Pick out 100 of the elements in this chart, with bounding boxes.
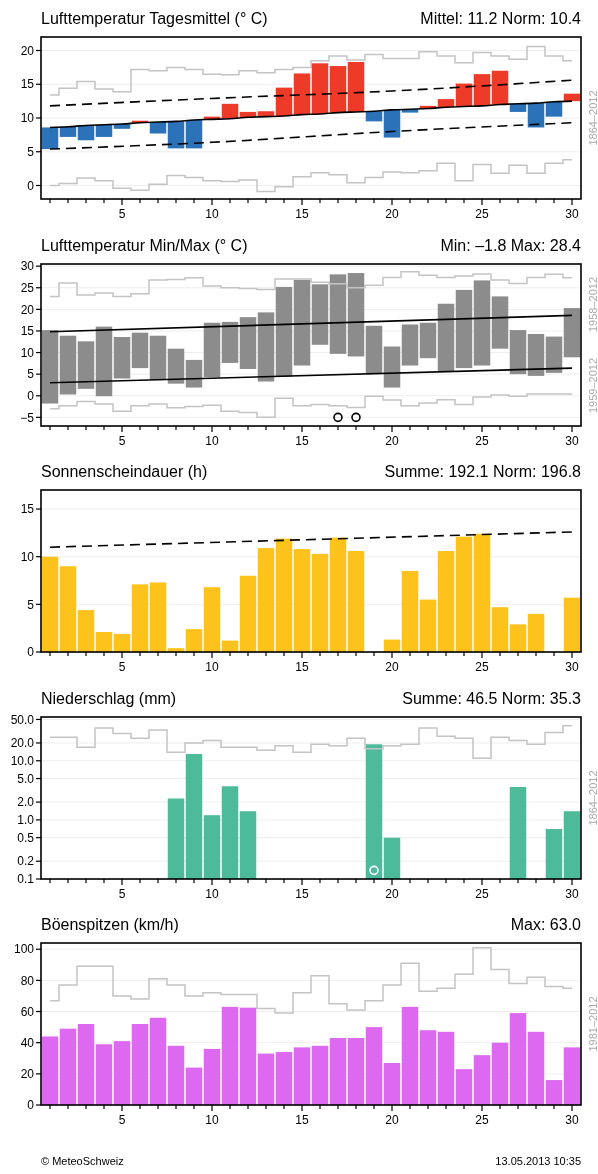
bar: [527, 613, 545, 652]
x-tick-label: 15: [295, 434, 309, 448]
bar: [221, 321, 239, 363]
bar: [437, 550, 455, 652]
bar: [329, 274, 347, 354]
chart-title: Niederschlag (mm): [41, 690, 177, 707]
x-tick-label: 30: [565, 660, 579, 674]
bar: [275, 538, 293, 652]
x-tick-label: 10: [205, 660, 219, 674]
y-tick-label: 0.2: [17, 854, 35, 869]
bar: [491, 70, 509, 105]
bar: [455, 1069, 473, 1105]
x-tick-label: 30: [565, 207, 579, 221]
bar: [149, 335, 167, 380]
bar: [41, 127, 59, 150]
bar: [95, 631, 113, 652]
chart-title: Böenspitzen (km/h): [41, 916, 179, 933]
bar: [473, 533, 491, 652]
y-tick-label: 0.5: [17, 830, 35, 845]
chart-subtitle: Max: 63.0: [510, 916, 582, 933]
bar: [95, 124, 113, 137]
bar: [527, 333, 545, 376]
bar: [131, 332, 149, 369]
chart-subtitle: Mittel: 11.2 Norm: 10.4: [420, 10, 582, 27]
text: © MeteoSchweiz: [41, 1155, 124, 1167]
x-tick-label: 20: [385, 660, 399, 674]
y-tick-label: 10: [20, 549, 35, 564]
bar: [113, 633, 131, 652]
y-tick-label: 100: [13, 942, 35, 957]
bar: [149, 582, 167, 652]
bar: [59, 1028, 77, 1105]
bar: [113, 337, 131, 379]
x-tick-label: 15: [295, 660, 309, 674]
bar: [329, 537, 347, 652]
bar: [257, 548, 275, 652]
bar: [293, 1047, 311, 1105]
bar: [365, 1027, 383, 1105]
bar: [77, 610, 95, 652]
bar: [185, 629, 203, 652]
bar: [473, 1055, 491, 1105]
bar: [329, 1038, 347, 1105]
chart-subtitle: Summe: 192.1 Norm: 196.8: [384, 463, 582, 480]
x-tick-label: 30: [565, 887, 579, 901]
x-tick-label: 25: [475, 207, 489, 221]
text: 1981–2012: [586, 996, 598, 1052]
bar: [383, 1062, 401, 1105]
y-tick-label: 80: [20, 973, 35, 988]
bar: [113, 1041, 131, 1105]
bar: [239, 317, 257, 369]
x-tick-label: 5: [118, 887, 126, 901]
bar: [419, 1030, 437, 1105]
bar: [203, 1048, 221, 1105]
bar: [347, 273, 365, 357]
y-tick-label: 20: [20, 302, 35, 317]
bar: [185, 359, 203, 388]
x-tick-label: 5: [118, 207, 126, 221]
bar: [347, 61, 365, 112]
bar: [203, 322, 221, 378]
y-tick-label: 20: [20, 1067, 35, 1082]
bar: [77, 1024, 95, 1105]
bar: [311, 63, 329, 114]
bar: [455, 536, 473, 652]
bar: [491, 296, 509, 349]
bar: [185, 1067, 203, 1105]
bar: [545, 336, 563, 373]
bar: [365, 325, 383, 375]
line-series: [49, 79, 573, 107]
bar: [401, 1006, 419, 1105]
bar: [203, 587, 221, 652]
bar: [95, 326, 113, 397]
bar: [401, 571, 419, 652]
bar: [149, 122, 167, 134]
bar: [473, 280, 491, 366]
bar: [167, 1045, 185, 1105]
y-tick-label: 15: [20, 324, 35, 339]
x-tick-label: 15: [295, 887, 309, 901]
y-tick-label: 30: [20, 259, 35, 274]
x-tick-label: 20: [385, 1113, 399, 1127]
bar: [563, 1047, 581, 1105]
text: 1864–2012: [586, 770, 598, 826]
bar: [221, 1006, 239, 1105]
bar: [347, 1038, 365, 1105]
x-tick-label: 20: [385, 887, 399, 901]
y-tick-label: 0: [27, 1098, 35, 1113]
bar: [473, 74, 491, 106]
line-series: [49, 100, 573, 129]
x-tick-label: 30: [565, 1113, 579, 1127]
y-tick-label: 50.0: [10, 712, 35, 727]
bar: [509, 624, 527, 652]
text: 1959–2012: [586, 357, 598, 414]
bar: [563, 597, 581, 652]
y-tick-label: 15: [20, 502, 35, 517]
bar: [149, 1017, 167, 1105]
bar: [239, 575, 257, 652]
bar: [437, 303, 455, 372]
y-tick-label: 20.0: [10, 736, 35, 751]
bar: [77, 341, 95, 389]
bar: [311, 553, 329, 652]
bar: [347, 550, 365, 652]
y-tick-label: 5: [27, 144, 35, 159]
